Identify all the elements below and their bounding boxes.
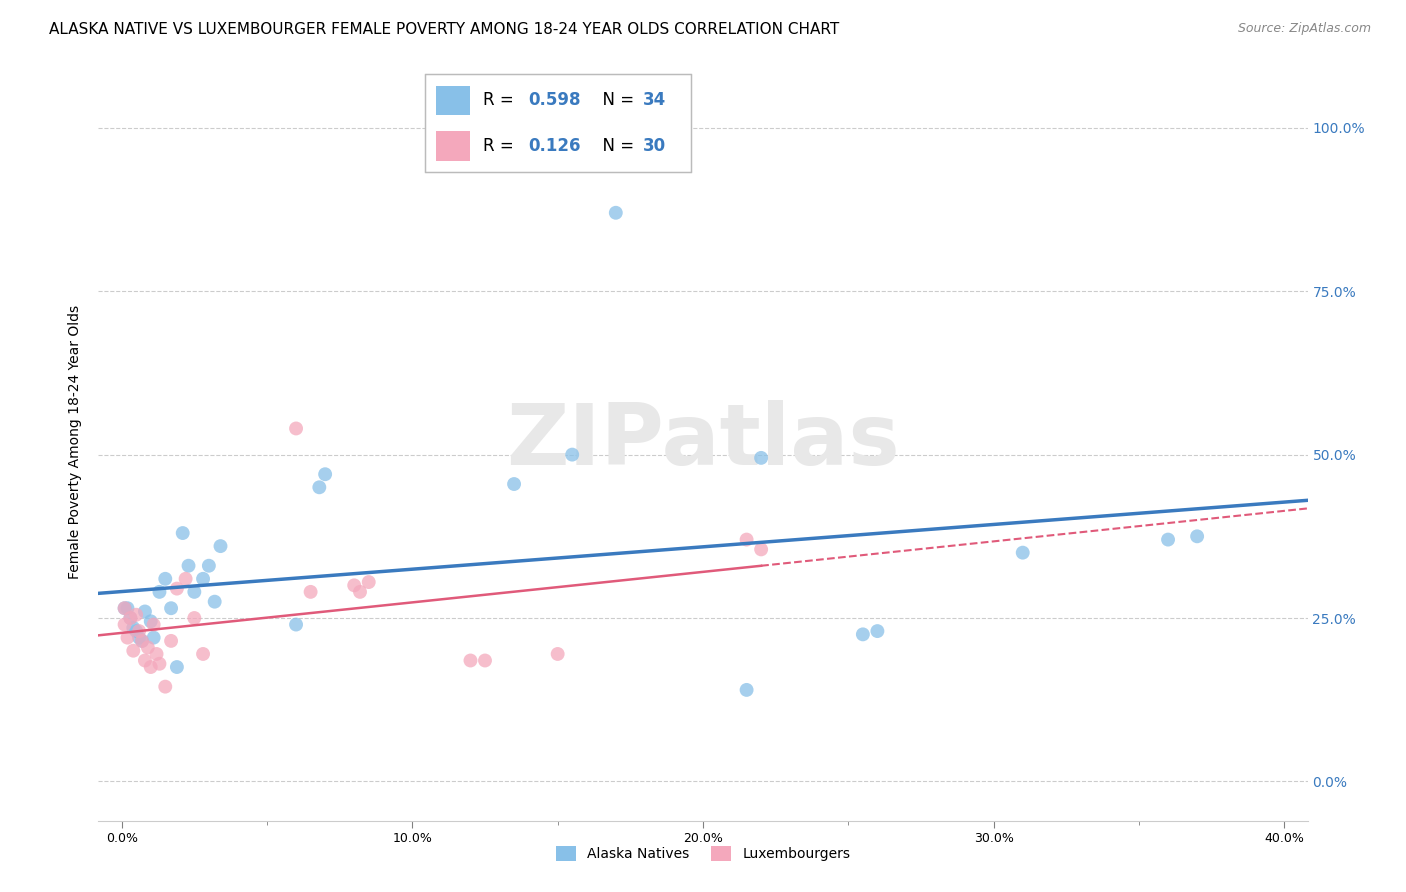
Y-axis label: Female Poverty Among 18-24 Year Olds: Female Poverty Among 18-24 Year Olds [69,304,83,579]
Point [1157,533,1180,547]
Point [852,627,875,641]
Legend: Alaska Natives, Luxembourgers: Alaska Natives, Luxembourgers [550,841,856,867]
Point [172,526,194,541]
Point [148,657,170,671]
Point [117,601,139,615]
Point [1011,546,1033,560]
Point [125,607,148,622]
Point [131,633,153,648]
Point [561,448,583,462]
Point [142,617,165,632]
Point [160,633,183,648]
Point [114,601,136,615]
Point [148,585,170,599]
Point [155,572,177,586]
Point [117,631,139,645]
Point [191,572,214,586]
Point [209,539,232,553]
Point [131,633,153,648]
Text: ZIPatlas: ZIPatlas [506,400,900,483]
Point [166,660,188,674]
Point [114,617,136,632]
Point [866,624,889,639]
Point [139,660,162,674]
Point [134,653,156,667]
Point [299,585,322,599]
Point [125,624,148,639]
Point [122,621,145,635]
Point [285,421,308,435]
Point [155,680,177,694]
Point [349,585,371,599]
Text: Source: ZipAtlas.com: Source: ZipAtlas.com [1237,22,1371,36]
Point [285,617,308,632]
Point [136,640,159,655]
Point [160,601,183,615]
Point [122,643,145,657]
Point [174,572,197,586]
Point [183,611,205,625]
Point [114,601,136,615]
Point [308,480,330,494]
Text: ALASKA NATIVE VS LUXEMBOURGER FEMALE POVERTY AMONG 18-24 YEAR OLDS CORRELATION C: ALASKA NATIVE VS LUXEMBOURGER FEMALE POV… [49,22,839,37]
Point [191,647,214,661]
Point [177,558,200,573]
Point [139,615,162,629]
Point [183,585,205,599]
Point [204,595,226,609]
Point [128,624,150,639]
Point [145,647,167,661]
Point [314,467,336,482]
Point [198,558,221,573]
Point [343,578,366,592]
Point [749,450,772,465]
Point [1185,529,1208,543]
Point [134,605,156,619]
Point [120,611,142,625]
Point [605,206,627,220]
Point [547,647,569,661]
Point [128,631,150,645]
Point [735,682,758,697]
Point [142,631,165,645]
Point [166,582,188,596]
Point [503,477,526,491]
Point [120,611,142,625]
Point [357,575,380,590]
Point [460,653,482,667]
Point [474,653,496,667]
Point [749,542,772,557]
Point [735,533,758,547]
